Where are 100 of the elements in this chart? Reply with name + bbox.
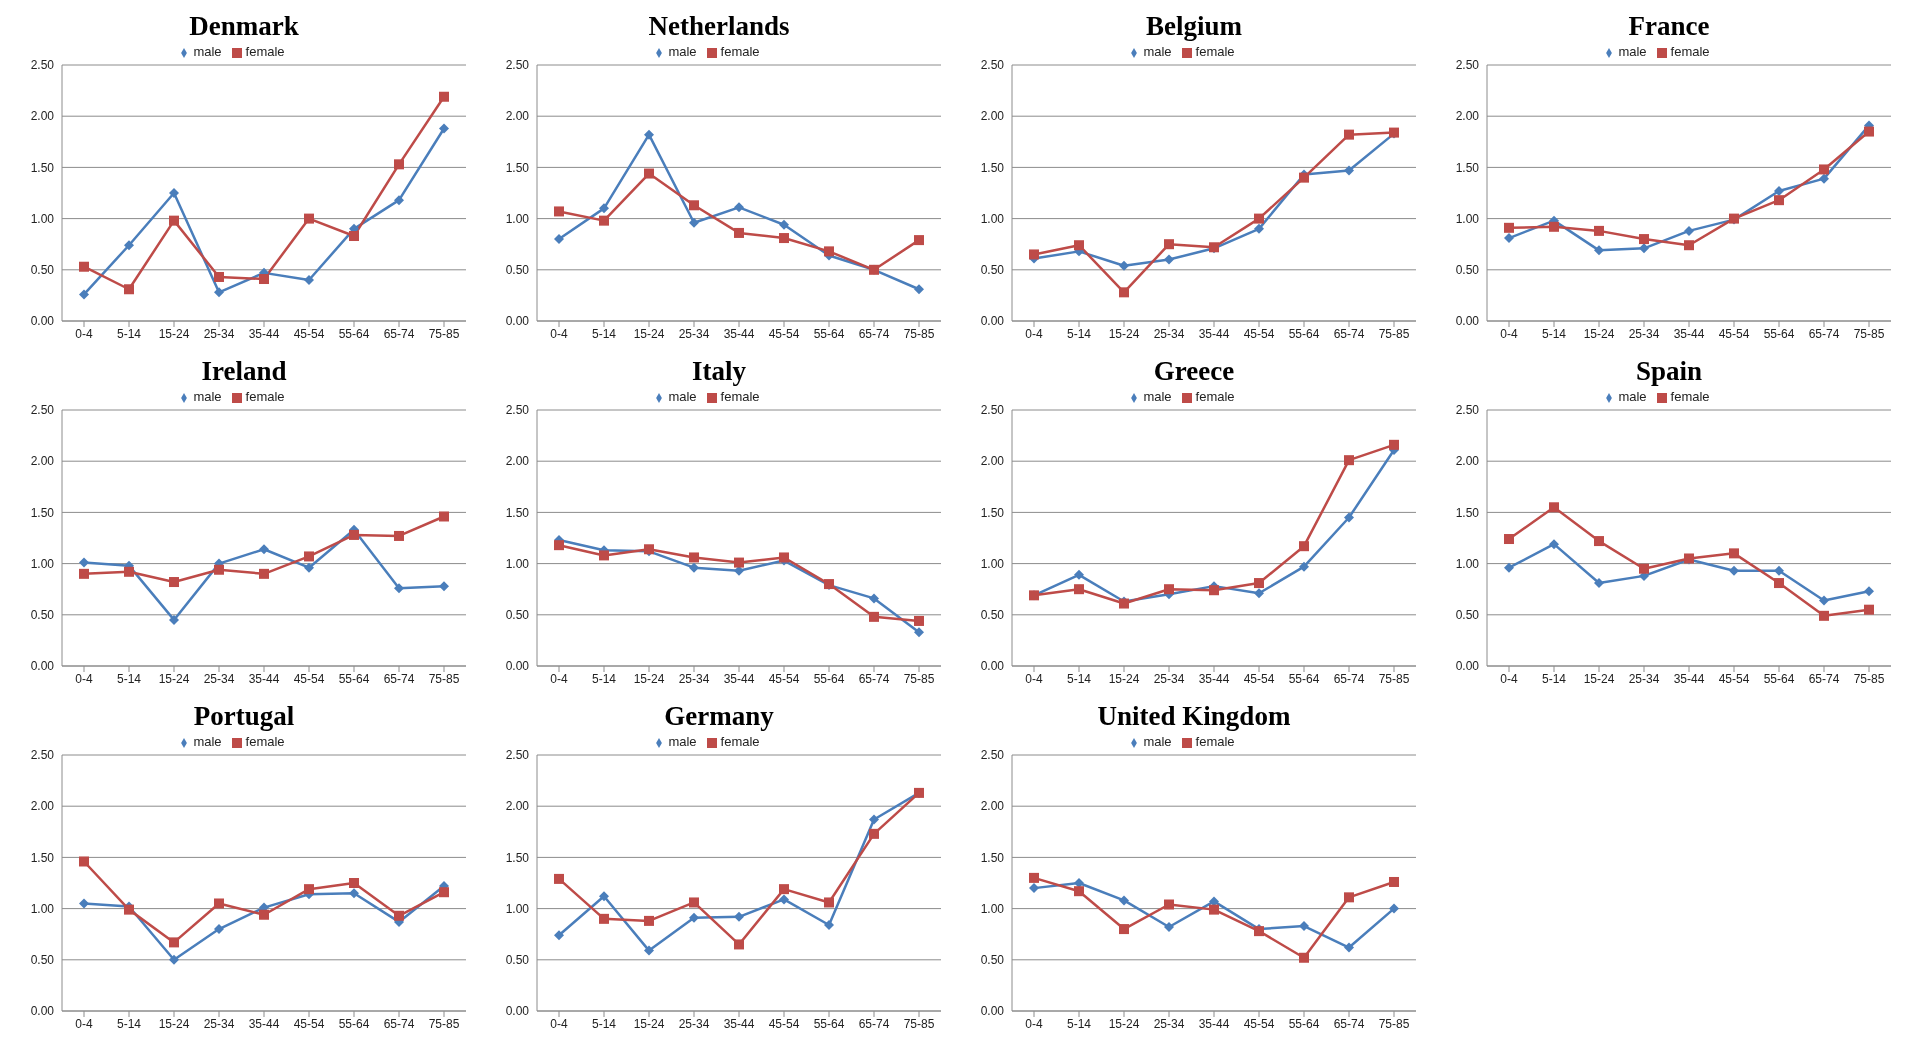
x-tick-label: 35-44 [1673, 326, 1705, 341]
point [169, 954, 179, 965]
y-tick-label: 0.00 [30, 314, 55, 329]
y-tick-label: 1.50 [980, 160, 1005, 175]
point [439, 91, 449, 102]
point [1254, 578, 1264, 589]
x-tick-label: 5-14 [591, 671, 617, 686]
x-tick-label: 65-74 [1808, 671, 1840, 686]
x-tick-label: 35-44 [1673, 671, 1705, 686]
point [1864, 604, 1874, 615]
x-tick-label: 45-54 [768, 326, 800, 341]
legend-label: female [1670, 44, 1710, 59]
point [1344, 512, 1354, 523]
point [79, 568, 89, 579]
x-tick-label: 55-64 [338, 326, 370, 341]
point [689, 217, 699, 228]
y-tick-label: 2.00 [980, 454, 1005, 469]
legend-label: female [720, 44, 760, 59]
x-tick-label: 25-34 [1628, 671, 1660, 686]
point [734, 202, 744, 213]
y-tick-label: 2.50 [980, 403, 1005, 418]
y-tick-label: 1.00 [1455, 211, 1480, 226]
point [1389, 876, 1399, 887]
point [1029, 872, 1039, 883]
y-tick-label: 1.00 [980, 556, 1005, 571]
point [1164, 899, 1174, 910]
point [169, 614, 179, 625]
point [79, 856, 89, 867]
point [259, 544, 269, 555]
x-tick-label: 25-34 [678, 326, 710, 341]
x-tick-label: 5-14 [1541, 326, 1567, 341]
point [1164, 239, 1174, 250]
point [394, 195, 404, 206]
point [1389, 439, 1399, 450]
x-tick-label: 15-24 [1583, 326, 1615, 341]
x-tick-label: 55-64 [813, 326, 845, 341]
x-tick-label: 55-64 [813, 1016, 845, 1031]
y-tick-label: 0.50 [30, 263, 55, 278]
x-tick-label: 0-4 [1500, 671, 1518, 686]
point [214, 924, 224, 935]
y-tick-label: 1.50 [505, 160, 530, 175]
y-tick-label: 2.00 [505, 109, 530, 124]
y-tick-label: 1.00 [980, 211, 1005, 226]
point [779, 894, 789, 905]
point [1549, 221, 1559, 232]
point [824, 919, 834, 930]
x-tick-label: 15-24 [158, 671, 190, 686]
point [1684, 240, 1694, 251]
point [689, 562, 699, 573]
y-tick-label: 2.50 [505, 58, 530, 73]
x-tick-label: 0-4 [1025, 1016, 1043, 1031]
point [304, 884, 314, 895]
x-tick-label: 35-44 [248, 326, 280, 341]
point [599, 913, 609, 924]
y-tick-label: 1.00 [980, 901, 1005, 916]
x-tick-label: 65-74 [383, 1016, 415, 1031]
legend-label: female [245, 389, 285, 404]
x-tick-label: 0-4 [550, 1016, 568, 1031]
chart-title: Ireland [200, 355, 288, 388]
x-tick-label: 55-64 [1288, 671, 1320, 686]
point [644, 945, 654, 956]
x-tick-label: 65-74 [1333, 1016, 1365, 1031]
point [1729, 548, 1739, 559]
legend-label: male [668, 734, 697, 749]
x-tick-label: 75-85 [903, 1016, 935, 1031]
point [1594, 225, 1604, 236]
y-tick-label: 1.50 [30, 850, 55, 865]
y-tick-label: 1.50 [30, 160, 55, 175]
chart-title: Spain [1634, 355, 1704, 388]
y-tick-label: 2.50 [505, 403, 530, 418]
y-tick-label: 1.00 [30, 901, 55, 916]
point [1074, 886, 1084, 897]
point [1074, 569, 1084, 580]
legend-label: female [1195, 44, 1235, 59]
x-tick-label: 15-24 [1108, 671, 1140, 686]
point [1119, 287, 1129, 298]
legend-label: female [1195, 389, 1235, 404]
y-tick-label: 2.50 [30, 748, 55, 763]
point [349, 878, 359, 888]
x-tick-label: 5-14 [1541, 671, 1567, 686]
point [1209, 904, 1219, 915]
point [124, 284, 134, 295]
x-tick-label: 65-74 [1333, 326, 1365, 341]
y-tick-label: 0.50 [980, 608, 1005, 623]
point [689, 897, 699, 908]
y-tick-label: 1.00 [505, 556, 530, 571]
point [394, 159, 404, 170]
x-tick-label: 15-24 [1108, 326, 1140, 341]
y-tick-label: 2.50 [1455, 58, 1480, 73]
y-tick-label: 0.00 [1455, 314, 1480, 329]
x-tick-label: 5-14 [1066, 1016, 1092, 1031]
legend-label: male [1618, 44, 1647, 59]
x-tick-label: 65-74 [858, 326, 890, 341]
y-tick-label: 1.50 [980, 505, 1005, 520]
x-tick-label: 5-14 [591, 1016, 617, 1031]
point [554, 540, 564, 551]
legend-label: male [668, 389, 697, 404]
legend-label: female [720, 389, 760, 404]
point [734, 557, 744, 568]
legend-label: female [245, 734, 285, 749]
